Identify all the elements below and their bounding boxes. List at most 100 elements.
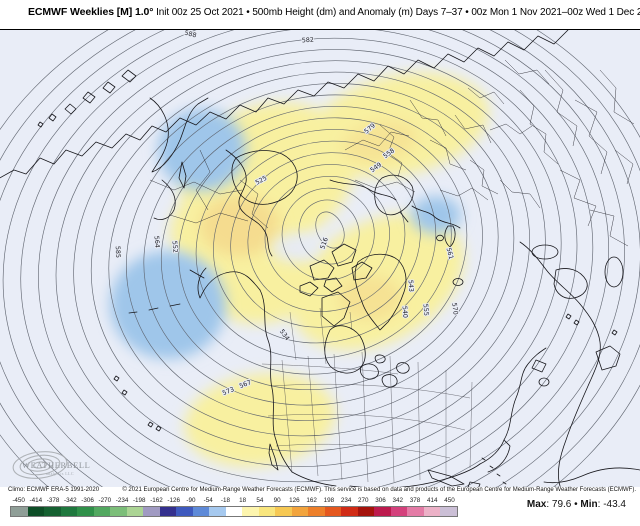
colorbar-tick: 234 bbox=[340, 497, 352, 504]
contour-label: 543 bbox=[407, 280, 415, 292]
contour-line bbox=[247, 164, 406, 312]
colorbar-tick: 450 bbox=[444, 497, 455, 504]
contour-line bbox=[264, 175, 390, 297]
positive-anomaly-core bbox=[200, 120, 418, 320]
colorbar-cell bbox=[176, 507, 193, 516]
colorbar-cell bbox=[423, 507, 441, 516]
contour-line bbox=[298, 199, 360, 265]
credit-row: Climo: ECMWF ERA-5 1991-2020 © 2021 Euro… bbox=[8, 487, 636, 497]
colorbar-cell bbox=[159, 507, 177, 516]
colorbar-tick: 378 bbox=[409, 497, 421, 504]
logo-subtext: analytics LLC bbox=[46, 471, 74, 476]
colorbar-scale-labels: -450 -414 -378 -342 -306 -270 -234 -198 -162 -126… bbox=[10, 497, 458, 505]
colorbar-cell bbox=[440, 507, 457, 516]
colorbar-cell bbox=[44, 507, 61, 516]
contour-label: 585 bbox=[114, 246, 121, 258]
map-canvas: 516 525 534 540 543 549 552 555 558 561 564 567 570 5… bbox=[0, 29, 640, 487]
contour-line bbox=[126, 83, 515, 421]
colorbar-tick: 18 bbox=[239, 497, 247, 504]
colorbar-cell bbox=[209, 507, 226, 516]
contour-line bbox=[38, 30, 594, 487]
colorbar-tick: -54 bbox=[203, 497, 213, 504]
colorbar-cell bbox=[27, 507, 45, 516]
colorbar-cell bbox=[126, 507, 144, 516]
colorbar-cell bbox=[60, 507, 78, 516]
contour-label: 582 bbox=[302, 37, 314, 45]
colorbar-cell bbox=[324, 507, 342, 516]
colorbar-cells bbox=[10, 506, 458, 517]
map-title-model: ECMWF Weeklies [M] 1.0° bbox=[28, 6, 154, 18]
colorbar-tick: -414 bbox=[29, 497, 43, 504]
colorbar-cell bbox=[341, 507, 358, 516]
colorbar-cell bbox=[357, 507, 375, 516]
contour-line bbox=[143, 94, 499, 406]
contour-label: 570 bbox=[450, 302, 458, 315]
contour-label: 564 bbox=[152, 236, 160, 249]
country-borders bbox=[149, 59, 635, 247]
colorbar-cell bbox=[143, 507, 160, 516]
anomaly-colorbar: -450 -414 -378 -342 -306 -270 -234 -198 -162 -126… bbox=[10, 497, 458, 517]
colorbar-cell bbox=[11, 507, 28, 516]
colorbar-tick: -342 bbox=[64, 497, 77, 504]
min-value: -43.4 bbox=[603, 499, 626, 510]
contour-line bbox=[213, 140, 437, 344]
contour-line bbox=[160, 106, 483, 390]
colorbar-cell bbox=[77, 507, 94, 516]
contour-label: 588 bbox=[184, 30, 197, 39]
contour-line bbox=[195, 129, 452, 359]
colorbar-tick: -270 bbox=[98, 497, 112, 504]
map-svg: 5165255345405435495525555585615645675705… bbox=[0, 30, 640, 487]
colorbar-cell bbox=[308, 507, 325, 516]
state-borders bbox=[261, 307, 473, 483]
max-value: 79.6 bbox=[551, 499, 572, 510]
colorbar-cell bbox=[192, 507, 210, 516]
colorbar-tick: 198 bbox=[323, 497, 335, 504]
contour-line bbox=[90, 60, 546, 452]
colorbar-cell bbox=[258, 507, 276, 516]
coastlines bbox=[0, 30, 640, 487]
colorbar-tick: -378 bbox=[46, 497, 60, 504]
logo-swirl-icon bbox=[12, 451, 68, 479]
colorbar-tick: 54 bbox=[256, 497, 264, 504]
colorbar-cell bbox=[110, 507, 127, 516]
colorbar-tick: -162 bbox=[150, 497, 163, 504]
colorbar-tick: 414 bbox=[426, 497, 438, 504]
contour-line bbox=[55, 37, 578, 483]
colorbar-cell bbox=[225, 507, 243, 516]
logo-name: WEATHERBELL bbox=[22, 460, 90, 470]
colorbar-tick: -90 bbox=[186, 497, 196, 504]
colorbar-tick: -450 bbox=[12, 497, 25, 504]
contour-label: 552 bbox=[170, 241, 178, 254]
max-min-readout: Max: 79.6 • Min: -43.4 bbox=[526, 499, 626, 510]
contour-line bbox=[230, 152, 421, 328]
colorbar-cell bbox=[275, 507, 292, 516]
contour-line bbox=[315, 211, 345, 249]
contour-label: 540 bbox=[401, 306, 409, 318]
colorbar-cell bbox=[407, 507, 424, 516]
colorbar-tick: -18 bbox=[220, 497, 230, 504]
height-contours bbox=[0, 30, 640, 487]
colorbar-tick: 342 bbox=[392, 497, 404, 504]
contour-label: 555 bbox=[421, 304, 429, 317]
weatherbell-logo: WEATHERBELL analytics LLC bbox=[10, 450, 120, 484]
colorbar-tick: 126 bbox=[289, 497, 300, 504]
colorbar-tick: -234 bbox=[115, 497, 129, 504]
max-label: Max bbox=[526, 499, 547, 510]
climo-note: Climo: ECMWF ERA-5 1991-2020 bbox=[8, 487, 100, 493]
colorbar-tick: -306 bbox=[81, 497, 94, 504]
contour-label: 561 bbox=[445, 247, 455, 260]
contour-line bbox=[2, 30, 625, 487]
colorbar-tick: -198 bbox=[132, 497, 146, 504]
contour-line bbox=[20, 30, 609, 487]
map-title-details: Init 00z 25 Oct 2021 • 500mb Height (dm)… bbox=[153, 7, 640, 18]
colorbar-tick: 90 bbox=[273, 497, 281, 504]
copyright-note: © 2021 European Centre for Medium-Range … bbox=[122, 487, 636, 493]
colorbar-tick: 162 bbox=[306, 497, 317, 504]
colorbar-cell bbox=[390, 507, 408, 516]
colorbar-cell bbox=[242, 507, 259, 516]
contour-line bbox=[108, 71, 530, 437]
colorbar-cell bbox=[374, 507, 391, 516]
min-label: Min bbox=[580, 499, 598, 510]
contour-line bbox=[0, 30, 640, 487]
